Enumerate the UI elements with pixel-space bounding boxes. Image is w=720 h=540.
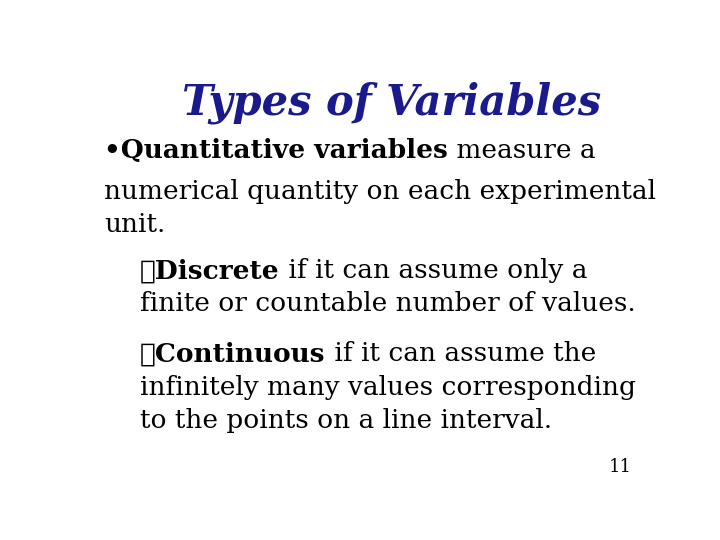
Text: if it can assume the: if it can assume the	[325, 341, 596, 366]
Text: numerical quantity on each experimental: numerical quantity on each experimental	[104, 179, 656, 204]
Text: to the points on a line interval.: to the points on a line interval.	[140, 408, 552, 433]
Text: if it can assume only a: if it can assume only a	[280, 258, 588, 283]
Text: •Quantitative variables: •Quantitative variables	[104, 138, 448, 163]
Text: 11: 11	[608, 458, 631, 476]
Text: ✓Continuous: ✓Continuous	[140, 341, 325, 366]
Text: unit.: unit.	[104, 212, 166, 238]
Text: ✓Discrete: ✓Discrete	[140, 258, 280, 283]
Text: finite or countable number of values.: finite or countable number of values.	[140, 292, 636, 316]
Text: infinitely many values corresponding: infinitely many values corresponding	[140, 375, 636, 400]
Text: Types of Variables: Types of Variables	[181, 82, 601, 124]
Text: measure a: measure a	[448, 138, 595, 163]
